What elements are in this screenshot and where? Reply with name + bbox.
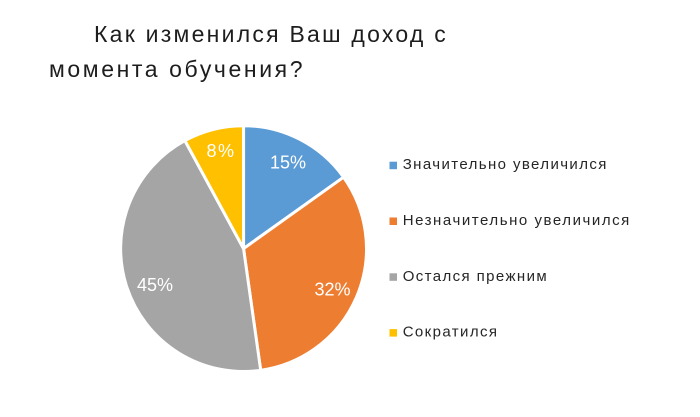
- svg-text:момента обучения?: момента обучения?: [49, 56, 305, 82]
- svg-text:8%: 8%: [206, 141, 235, 161]
- svg-text:32%: 32%: [314, 280, 350, 300]
- svg-text:Как изменился Ваш доход с: Как изменился Ваш доход с: [94, 21, 448, 47]
- svg-text:15%: 15%: [270, 153, 306, 173]
- svg-text:Незначительно увеличился: Незначительно увеличился: [403, 212, 631, 229]
- svg-text:45%: 45%: [137, 275, 173, 295]
- svg-text:Остался прежним: Остался прежним: [403, 268, 548, 285]
- svg-text:Значительно увеличился: Значительно увеличился: [403, 156, 608, 173]
- svg-text:Сократился: Сократился: [403, 324, 499, 341]
